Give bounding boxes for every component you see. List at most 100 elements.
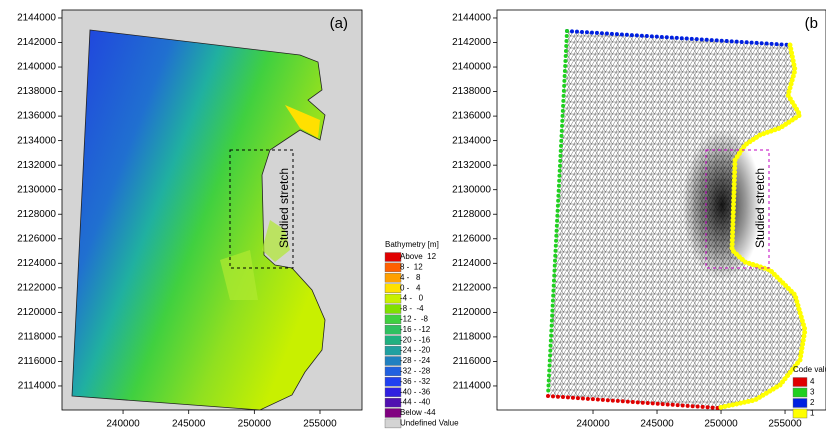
land-area bbox=[285, 105, 320, 138]
legend-label: -4 - 0 bbox=[400, 294, 424, 303]
legend-swatch bbox=[384, 293, 402, 304]
legend-label: -44 - -40 bbox=[400, 398, 431, 407]
x-tick-label: 240000 bbox=[106, 419, 140, 430]
x-tick-label: 250000 bbox=[238, 419, 272, 430]
y-tick-label: 2134000 bbox=[17, 135, 56, 146]
mesh-refinement bbox=[682, 130, 762, 280]
legend-swatch bbox=[792, 408, 808, 419]
y-tick-label: 2122000 bbox=[452, 282, 491, 293]
y-tick-label: 2124000 bbox=[17, 258, 56, 269]
legend-label: -24 - -20 bbox=[400, 346, 431, 355]
y-tick-label: 2140000 bbox=[17, 62, 56, 73]
y-tick-label: 2116000 bbox=[453, 356, 492, 367]
legend-label: 4 bbox=[810, 377, 815, 386]
legend-swatch bbox=[384, 397, 402, 408]
y-tick-label: 2128000 bbox=[452, 209, 491, 220]
study-box bbox=[705, 149, 770, 269]
legend-label: Below -44 bbox=[400, 408, 436, 417]
y-tick-label: 2124000 bbox=[452, 258, 491, 269]
y-tick-label: 2114000 bbox=[453, 381, 492, 392]
y-tick-label: 2126000 bbox=[452, 233, 491, 244]
y-tick-label: 2130000 bbox=[17, 184, 56, 195]
legend-title: Bathymetry [m] bbox=[385, 240, 439, 249]
legend-swatch bbox=[384, 314, 402, 325]
boundary-2 bbox=[565, 29, 792, 47]
x-tick-label: 255000 bbox=[303, 419, 337, 430]
legend-label: -32 - -28 bbox=[400, 367, 431, 376]
y-tick-label: 2138000 bbox=[17, 86, 56, 97]
y-tick-label: 2140000 bbox=[452, 62, 491, 73]
mesh bbox=[548, 31, 805, 408]
legend-swatch bbox=[384, 273, 402, 283]
legend-label: -16 - -12 bbox=[400, 325, 431, 334]
legend-swatch bbox=[384, 366, 402, 377]
legend-title: Code valu bbox=[793, 365, 826, 374]
y-tick-label: 2132000 bbox=[17, 160, 56, 171]
y-tick-label: 2136000 bbox=[452, 111, 491, 122]
y-tick-label: 2122000 bbox=[17, 282, 56, 293]
annotation: Studied stretch bbox=[277, 168, 291, 248]
study-box bbox=[229, 149, 294, 269]
legend-swatch bbox=[384, 304, 402, 314]
y-tick-label: 2118000 bbox=[453, 332, 492, 343]
legend-label: 8 - 12 bbox=[400, 263, 423, 272]
y-tick-label: 2114000 bbox=[18, 381, 57, 392]
y-tick-label: 2120000 bbox=[452, 307, 491, 318]
boundary-1 bbox=[715, 42, 808, 411]
y-tick-label: 2116000 bbox=[18, 356, 57, 367]
legend-label: -12 - -8 bbox=[400, 315, 429, 324]
x-tick-label: 250000 bbox=[704, 419, 738, 430]
legend-label: -36 - -32 bbox=[400, 377, 431, 386]
y-tick-label: 2128000 bbox=[17, 209, 56, 220]
y-tick-label: 2126000 bbox=[17, 233, 56, 244]
shallow-area bbox=[220, 220, 290, 300]
x-tick-label: 255000 bbox=[768, 419, 802, 430]
y-tick-label: 2120000 bbox=[17, 307, 56, 318]
y-tick-label: 2144000 bbox=[452, 13, 491, 24]
legend-label: -20 - -16 bbox=[400, 335, 431, 344]
legend-swatch bbox=[384, 252, 402, 262]
x-tick-label: 240000 bbox=[576, 419, 610, 430]
legend-swatch bbox=[384, 408, 402, 418]
legend-label: Undefined Value bbox=[400, 419, 459, 428]
legend-swatch bbox=[384, 356, 402, 366]
x-tick-label: 245000 bbox=[172, 419, 206, 430]
y-tick-label: 2118000 bbox=[18, 332, 57, 343]
panel-label: (a) bbox=[330, 15, 348, 32]
legend-swatch bbox=[384, 335, 402, 345]
y-tick-label: 2134000 bbox=[452, 135, 491, 146]
panel-label: (b bbox=[805, 15, 818, 32]
legend-label: -28 - -24 bbox=[400, 356, 431, 365]
legend-swatch bbox=[384, 345, 402, 356]
boundary-4 bbox=[546, 394, 720, 410]
y-tick-label: 2142000 bbox=[452, 37, 491, 48]
legend-swatch bbox=[384, 262, 402, 273]
y-tick-label: 2142000 bbox=[17, 37, 56, 48]
legend-label: 2 bbox=[810, 398, 815, 407]
legend-label: -8 - -4 bbox=[400, 304, 424, 313]
y-tick-label: 2136000 bbox=[17, 111, 56, 122]
legend-label: 0 - 4 bbox=[400, 283, 421, 292]
legend-swatch bbox=[792, 387, 808, 398]
legend-label: Above 12 bbox=[400, 252, 437, 261]
y-tick-label: 2132000 bbox=[452, 160, 491, 171]
y-tick-label: 2130000 bbox=[452, 184, 491, 195]
legend-label: 4 - 8 bbox=[400, 273, 421, 282]
legend-swatch bbox=[384, 387, 402, 397]
legend-label: 1 bbox=[810, 409, 815, 418]
legend-swatch bbox=[384, 418, 402, 429]
y-tick-label: 2138000 bbox=[452, 86, 491, 97]
x-tick-label: 245000 bbox=[640, 419, 674, 430]
legend-label: -40 - -36 bbox=[400, 387, 431, 396]
annotation: Studied stretch bbox=[753, 168, 767, 248]
legend-swatch bbox=[792, 398, 808, 408]
legend-swatch bbox=[384, 377, 402, 387]
legend-swatch bbox=[792, 377, 808, 387]
legend-swatch bbox=[384, 325, 402, 335]
bathymetry-domain bbox=[71, 29, 326, 411]
legend-swatch bbox=[384, 283, 402, 293]
boundary-3 bbox=[546, 29, 569, 397]
y-tick-label: 2144000 bbox=[17, 13, 56, 24]
legend-label: 3 bbox=[810, 388, 815, 397]
